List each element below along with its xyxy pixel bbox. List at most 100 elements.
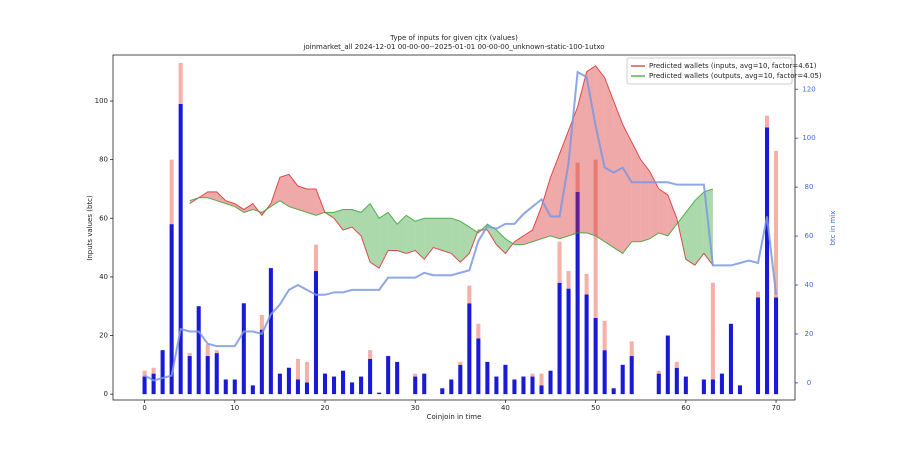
y-tick-label: 80 (99, 156, 108, 164)
bar-segment (313, 271, 319, 395)
fill-between (694, 191, 704, 266)
fill-between (622, 124, 632, 254)
bar-segment (530, 373, 535, 377)
bar-segment (602, 320, 607, 351)
bar-segment (359, 376, 364, 395)
fill-between (496, 229, 506, 254)
y2-tick-label: 80 (805, 183, 814, 191)
x-tick-label: 0 (142, 404, 146, 412)
plot-frame (112, 54, 796, 401)
bar-segment (458, 364, 463, 395)
y2-tick-label: 120 (802, 85, 815, 93)
fill-between (550, 153, 560, 239)
fill-between (640, 159, 650, 242)
bar-segment (322, 373, 328, 395)
fill-between (451, 218, 461, 263)
bar-segment (205, 356, 210, 395)
bar-segment (467, 303, 472, 395)
bar-segment (584, 294, 589, 395)
fill-between (279, 174, 289, 207)
bar-segment (205, 344, 210, 357)
bar-segment (331, 376, 337, 395)
bar-segment (539, 385, 544, 395)
fill-between (613, 101, 623, 254)
bar-segment (250, 385, 255, 395)
fill-between (460, 221, 470, 263)
bar-segment (765, 115, 770, 128)
fill-between (306, 188, 316, 216)
y-axis-label: Inputs values (btc) (86, 195, 94, 261)
bar-segment (169, 159, 174, 225)
bar-segment (755, 291, 761, 298)
bar-segment (259, 314, 264, 330)
bar-segment (395, 361, 400, 395)
bar-segment (611, 388, 616, 395)
y2-tick-label: 20 (805, 330, 814, 338)
bar-segment (368, 350, 373, 359)
x-tick-label: 60 (681, 404, 690, 412)
bar-segment (566, 288, 571, 395)
bar-segment (503, 364, 508, 395)
bar-segment (241, 303, 246, 395)
bar-segment (719, 373, 724, 395)
bar-segment (178, 103, 183, 395)
bar-segment (521, 376, 526, 395)
fill-between (397, 215, 407, 254)
bar-segment (313, 244, 319, 272)
chart-subtitle: joinmarket_all 2024-12-01 00-00-00--2025… (302, 43, 604, 51)
bar-segment (566, 271, 571, 289)
fill-between (523, 229, 533, 245)
fill-between (604, 77, 614, 248)
bar-segment (304, 382, 309, 395)
bar-segment (295, 379, 300, 395)
fill-between (370, 203, 380, 269)
fill-between (415, 218, 425, 260)
bar-segment (413, 376, 418, 395)
bar-segment (557, 282, 562, 395)
fill-between (361, 203, 371, 263)
line-series (189, 65, 714, 269)
bar-segment (710, 379, 715, 395)
bar-segment (629, 341, 634, 357)
fill-between (433, 218, 443, 251)
bar-segment (151, 373, 156, 395)
y2-tick-label: 100 (802, 134, 815, 142)
bar-segment (178, 62, 183, 104)
bar-segment (223, 379, 228, 395)
bar-segment (584, 273, 589, 295)
fill-between (352, 209, 362, 236)
bar-segment (575, 162, 580, 192)
bar-segment (548, 370, 553, 395)
legend-box (626, 57, 793, 85)
x-tick-label: 50 (591, 404, 600, 412)
fill-between (595, 65, 605, 242)
bar-segment (196, 306, 201, 395)
bar-segment (774, 150, 779, 298)
x-axis-label: Coinjoin in time (427, 413, 482, 421)
bar-segment (449, 379, 454, 395)
bar-segment (386, 356, 391, 395)
bar-segment (368, 358, 373, 395)
fill-between (631, 142, 641, 242)
bar-segment (728, 323, 733, 395)
bar-segment (629, 356, 634, 395)
y2-tick-label: 0 (807, 379, 811, 387)
bar-segment (341, 370, 346, 395)
fill-between (225, 200, 235, 207)
bar-segment (656, 373, 661, 395)
bar-segment (187, 353, 192, 357)
bar-segment (737, 385, 743, 395)
x-tick-label: 10 (230, 404, 239, 412)
bar-segment (214, 350, 219, 354)
y-tick-label: 0 (104, 390, 108, 398)
y-tick-label: 100 (95, 97, 108, 105)
fill-between (442, 218, 452, 254)
bar-segment (656, 370, 661, 374)
line-series (144, 70, 778, 382)
bar-segment (485, 361, 490, 395)
fill-between (288, 174, 298, 210)
legend-label: Predicted wallets (inputs, avg=10, facto… (649, 62, 817, 70)
bar-segment (674, 361, 679, 368)
fill-between (586, 65, 596, 236)
